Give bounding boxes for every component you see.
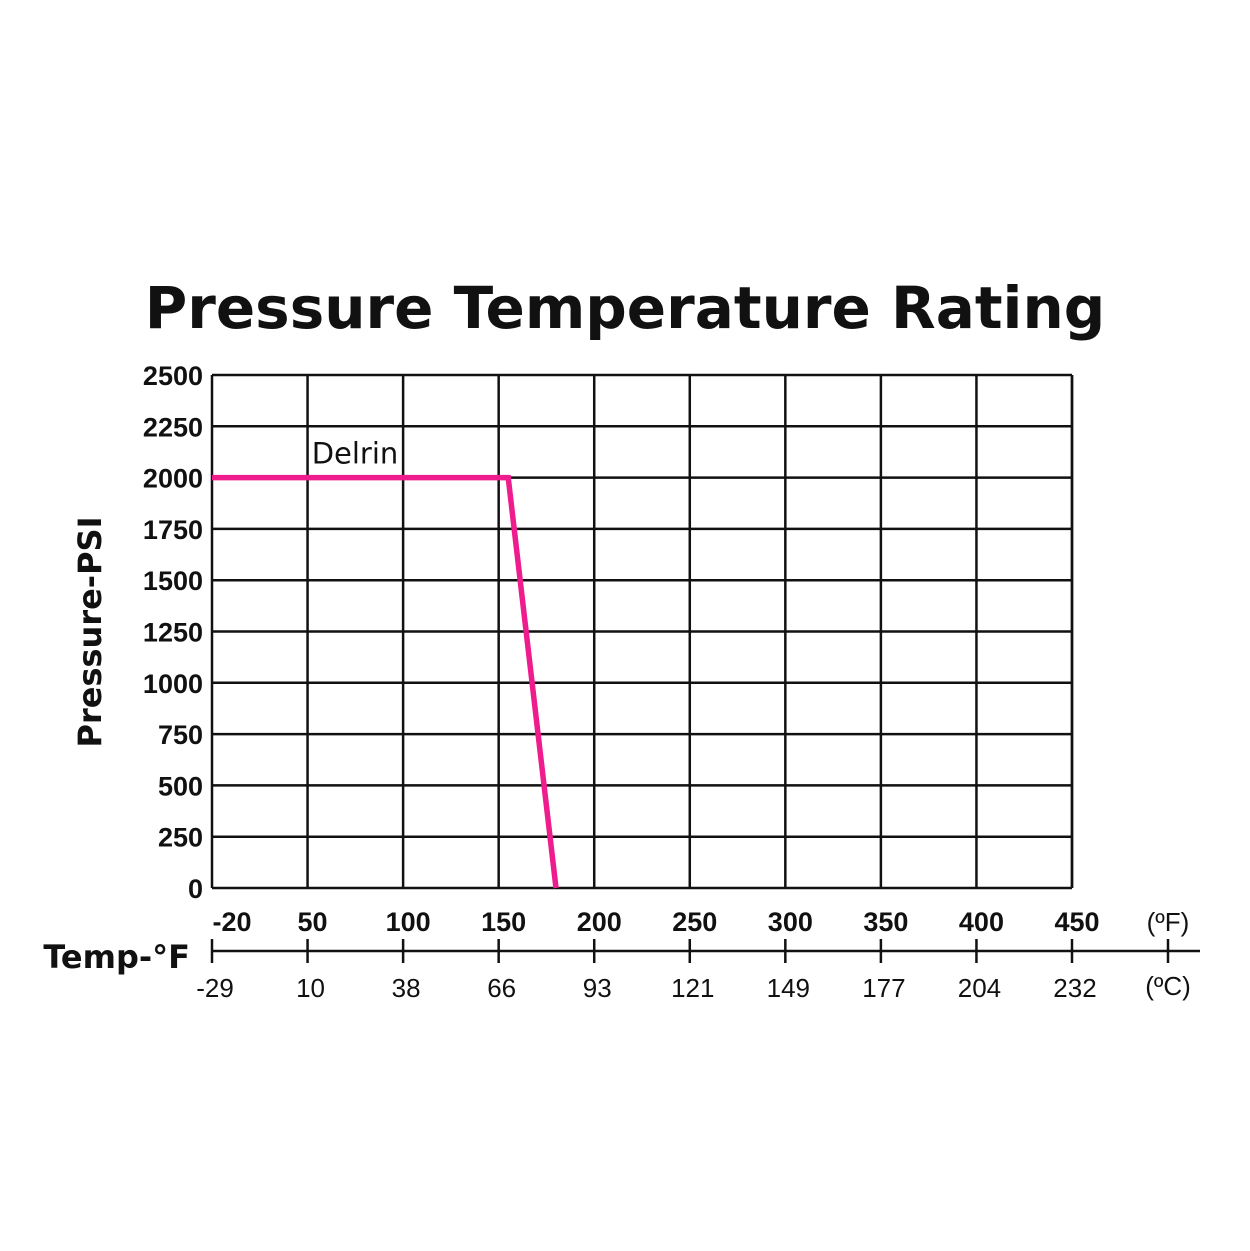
y-tick-label: 2250 (143, 412, 203, 442)
x-axis: -20 -29 50 10 100 38 150 66 200 93 250 121 300 149 350… (196, 907, 1200, 1003)
x-tick-label-c: 149 (767, 973, 810, 1003)
x-tick-label-f: 200 (577, 907, 622, 937)
unit-f-label: (ºF) (1147, 907, 1190, 937)
y-tick-label: 2000 (143, 464, 203, 494)
x-tick-label-c: 66 (487, 973, 516, 1003)
chart-title: Pressure Temperature Rating (145, 274, 1106, 342)
x-tick-label-f: 150 (481, 907, 526, 937)
y-tick-label: 0 (188, 874, 203, 904)
y-tick-label: 1750 (143, 515, 203, 545)
y-tick-label: 1500 (143, 566, 203, 596)
x-tick-label-c: 10 (296, 973, 325, 1003)
y-axis-title: Pressure-PSI (71, 517, 109, 748)
x-tick-label-f: -20 (212, 907, 251, 937)
x-tick-label-f: 450 (1054, 907, 1099, 937)
chart-grid (210, 373, 1074, 890)
y-tick-label: 1250 (143, 618, 203, 648)
series-line-delrin (212, 474, 559, 889)
x-tick-label-f: 400 (959, 907, 1004, 937)
unit-c-label: (ºC) (1145, 971, 1191, 1001)
x-tick-label-c: 177 (862, 973, 905, 1003)
y-axis-ticks: 0 250 500 750 1000 1250 1500 1750 2000 2250 2500 (143, 361, 203, 904)
x-tick-label-f: 50 (298, 907, 328, 937)
x-tick-label-f: 300 (768, 907, 813, 937)
x-axis-title: Temp-°F (43, 938, 190, 976)
x-tick-label-c: 204 (958, 973, 1001, 1003)
x-tick-label-c: 232 (1053, 973, 1096, 1003)
series-label-delrin: Delrin (312, 437, 399, 471)
y-tick-label: 1000 (143, 669, 203, 699)
y-tick-label: 2500 (143, 361, 203, 391)
x-tick-label-c: 93 (583, 973, 612, 1003)
y-tick-label: 250 (158, 823, 203, 853)
x-tick-label-c: 38 (392, 973, 421, 1003)
y-tick-label: 500 (158, 771, 203, 801)
y-tick-label: 750 (158, 720, 203, 750)
x-tick-label-f: 100 (386, 907, 431, 937)
x-tick-label-f: 350 (863, 907, 908, 937)
x-tick-label-c: -29 (196, 973, 234, 1003)
x-tick-label-c: 121 (671, 973, 714, 1003)
series-layer: Delrin (212, 437, 559, 889)
x-tick-label-f: 250 (672, 907, 717, 937)
